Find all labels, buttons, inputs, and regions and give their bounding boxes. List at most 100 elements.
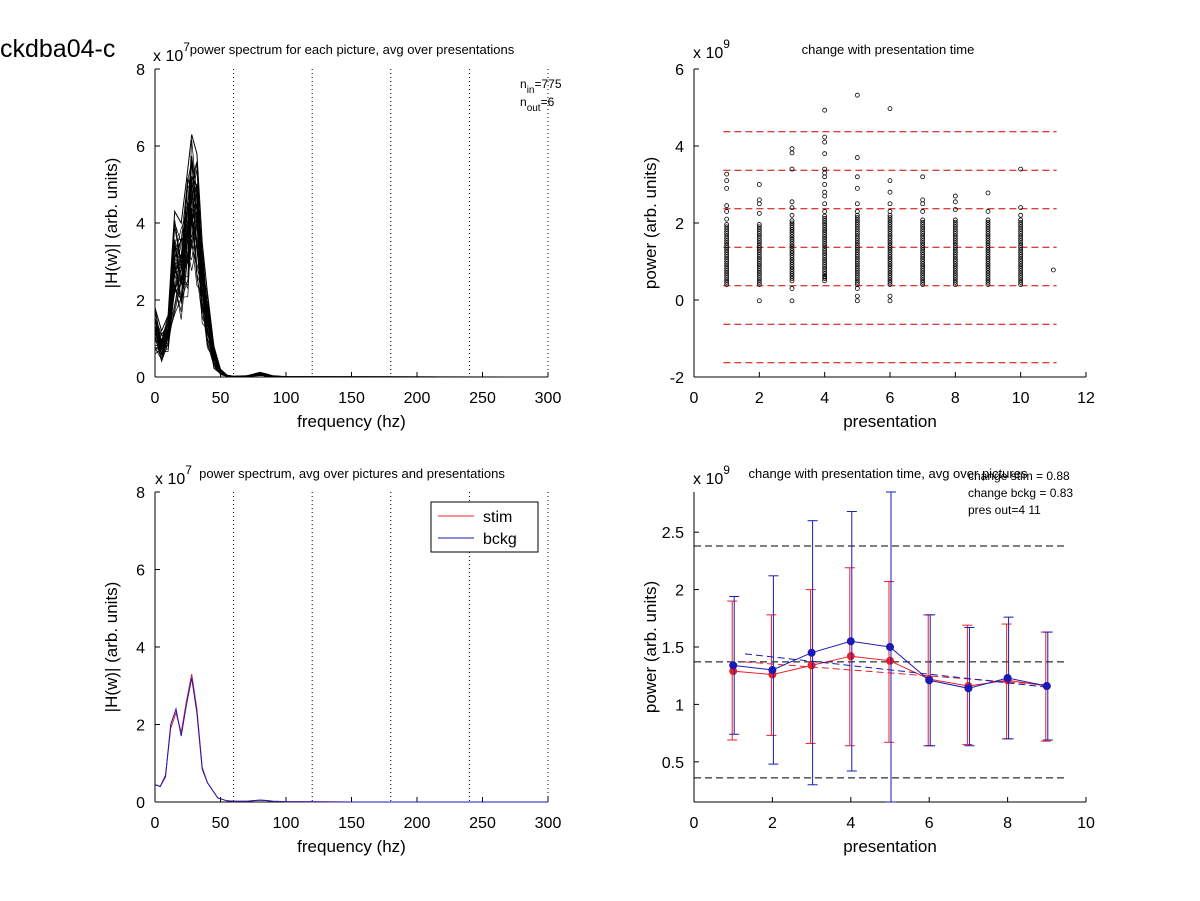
tr-data-point [724, 252, 730, 257]
tr-data-point [985, 190, 991, 196]
tr-data-point [985, 217, 991, 223]
tr-data-point [756, 182, 762, 187]
tr-data-point [1018, 259, 1024, 264]
br-point-bckg [1003, 674, 1012, 682]
tr-data-point [822, 266, 828, 272]
bl-series-bckg [154, 677, 548, 803]
tr-data-point [789, 227, 795, 233]
tl-x-tick-label: 50 [212, 390, 230, 407]
tr-data-point [985, 275, 991, 281]
tr-data-point [985, 242, 991, 248]
br-point-bckg [807, 648, 816, 657]
tr-data-point [1018, 224, 1024, 230]
tr-data-point [756, 240, 762, 246]
tr-data-point [756, 275, 762, 281]
tr-data-point [756, 254, 762, 260]
tr-data-point [756, 210, 762, 216]
tr-data-point [789, 205, 795, 211]
tr-data-point [920, 268, 926, 274]
tr-data-point [854, 293, 860, 299]
tr-data-point [822, 220, 828, 226]
tl-x-axis-label: frequency (hz) [297, 412, 406, 431]
tl-nin: nin=775 [520, 77, 562, 96]
tr-data-point [952, 217, 958, 223]
tr-data-point [1018, 263, 1024, 269]
tr-data-point [789, 252, 795, 258]
tr-data-point [724, 261, 730, 267]
tr-data-point [724, 233, 730, 239]
tr-data-point [920, 282, 926, 288]
tr-data-point [789, 166, 795, 172]
tr-data-point [985, 247, 991, 253]
tr-data-point [1018, 254, 1024, 260]
tl-nout: nout=6 [520, 95, 555, 114]
legend-box [430, 501, 539, 553]
tr-x-tick-label: 6 [886, 390, 895, 407]
tr-data-point [887, 270, 893, 276]
tr-data-point [822, 252, 828, 258]
bl-axes: 0 50 100 150 200 250 300 0 2 4 6 8 frequency (hz) |H(… [102, 485, 561, 856]
tr-data-point [985, 279, 991, 285]
br-point-bckg [925, 676, 934, 685]
tr-data-point [887, 247, 893, 253]
tr-data-point [724, 249, 730, 255]
tr-data-point [854, 185, 860, 191]
tr-data-point [952, 226, 958, 232]
tr-data-point [756, 270, 762, 276]
tr-data-point [822, 234, 828, 240]
tr-data-point [952, 254, 958, 260]
tr-data-point [822, 262, 828, 267]
tr-data-point [789, 236, 795, 242]
tr-data-point [822, 174, 828, 180]
tr-data-point [822, 264, 828, 270]
tr-data-point [920, 174, 926, 180]
tr-data-point [724, 209, 730, 214]
tr-data-point [952, 199, 958, 205]
br-point-bckg [768, 665, 777, 674]
tr-data-point [822, 276, 828, 281]
tr-data-point [1018, 235, 1024, 241]
tr-data-point [789, 243, 795, 249]
tr-data-point [789, 199, 795, 205]
tr-data-point [920, 240, 926, 246]
tr-data-point [854, 298, 860, 304]
tr-data-point [1018, 205, 1024, 211]
tr-data-point [789, 269, 795, 274]
tr-data-point [789, 246, 795, 251]
tr-data-point [952, 242, 958, 248]
tr-data-point [985, 235, 991, 241]
tr-data-point [920, 219, 926, 225]
tr-data-point [822, 193, 828, 199]
tl-x-tick-label: 100 [273, 390, 300, 407]
tr-data-point [724, 242, 730, 248]
tr-data-point [887, 224, 893, 230]
br-x-tick-label: 0 [690, 815, 699, 832]
tr-y-axis-label: power (arb. units) [641, 157, 660, 289]
tr-data-point [854, 92, 860, 98]
tr-data-point [1018, 242, 1024, 248]
tr-data-point [887, 254, 893, 260]
tr-data-point [1018, 247, 1024, 253]
tr-data-point [724, 226, 730, 232]
tr-data-point [887, 263, 893, 269]
tr-x-tick-label: 8 [951, 390, 960, 407]
tr-data-point [854, 235, 860, 241]
tr-data-point [887, 261, 893, 267]
br-y-tick-label: 1.5 [662, 640, 684, 657]
tr-data-point [1018, 266, 1024, 271]
tr-title: change with presentation time [802, 42, 975, 57]
bl-y-tick-label: 0 [136, 795, 145, 812]
tr-data-point [952, 259, 958, 264]
tr-data-point [920, 224, 926, 230]
tr-data-point [822, 248, 828, 254]
tr-data-point [952, 238, 958, 244]
tr-data-point [887, 229, 893, 234]
tr-data-point [920, 209, 926, 214]
tr-data-point [920, 263, 926, 269]
tr-data-point [952, 219, 958, 225]
tr-data-point [822, 209, 828, 214]
tr-data-point [756, 259, 762, 264]
tr-data-point [952, 240, 958, 246]
tr-data-point [822, 107, 828, 113]
tl-spectrum-envelope [154, 134, 549, 378]
